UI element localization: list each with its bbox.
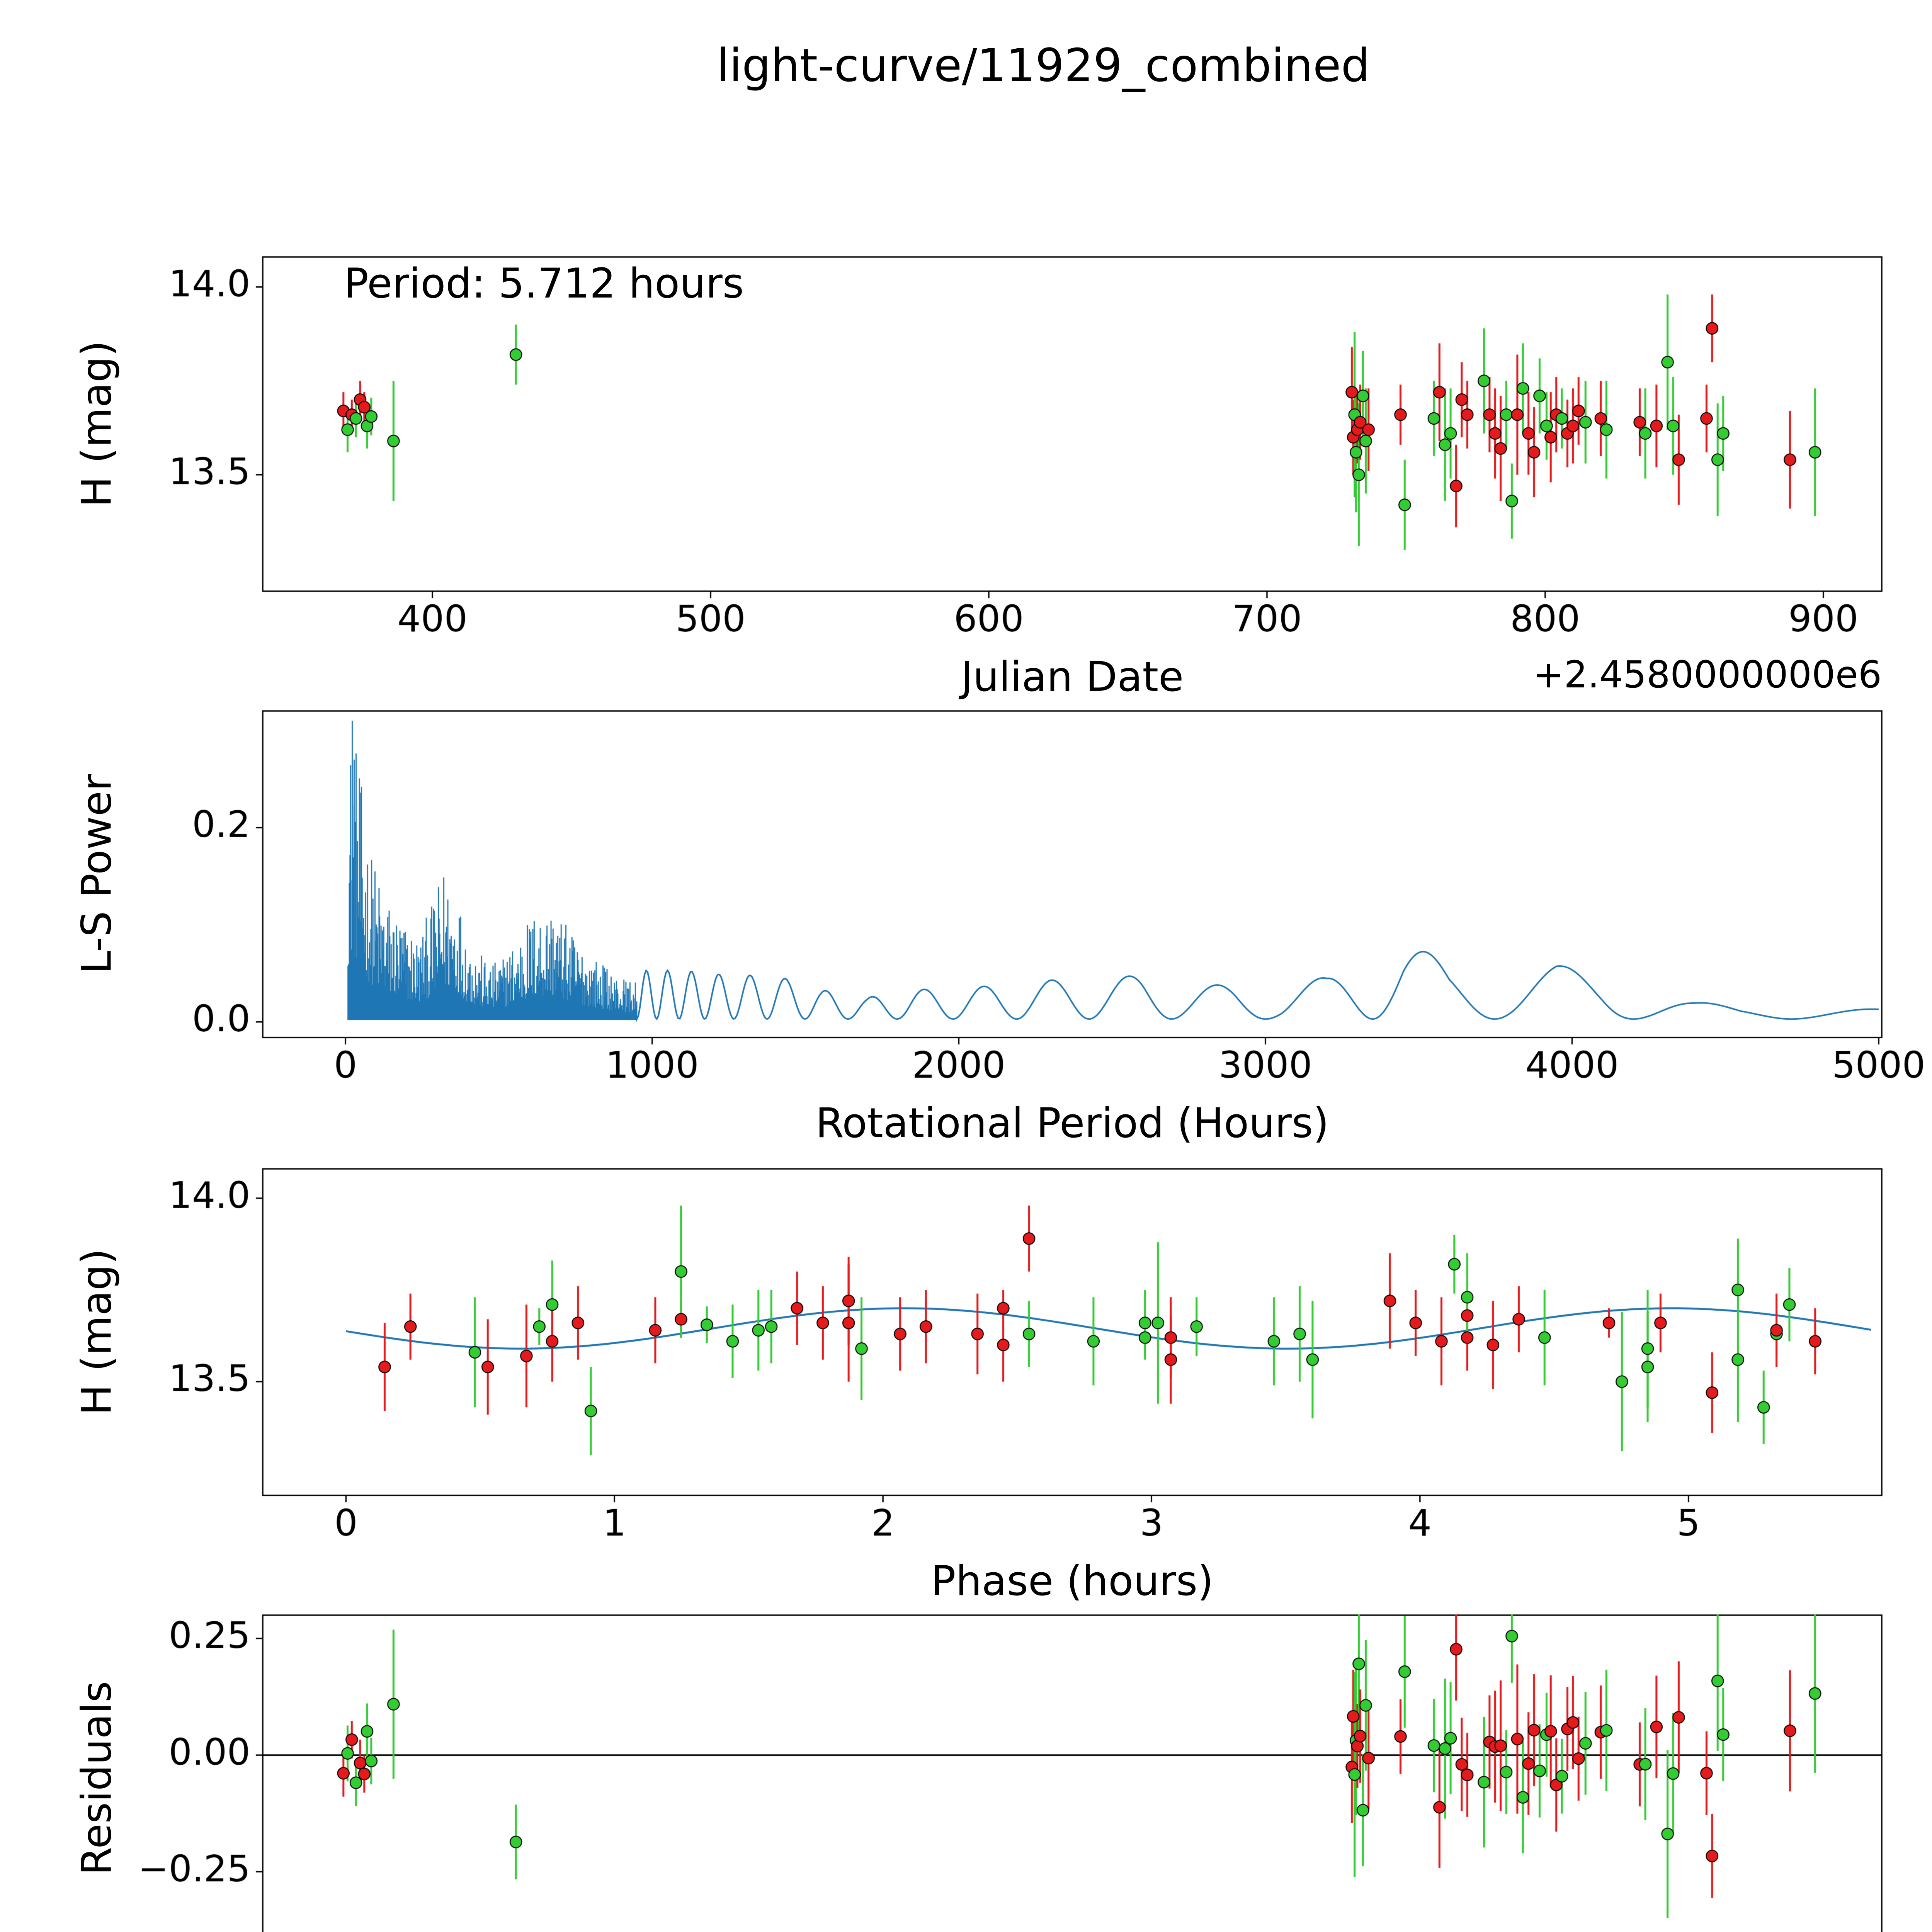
period-annotation: Period: 5.712 hours (344, 260, 744, 307)
figure-title: light-curve/11929_combined (716, 39, 1370, 92)
xlabel-rotational-period: Rotational Period (Hours) (815, 1099, 1329, 1147)
x-offset-text-top: +2.4580000000e6 (1533, 653, 1882, 696)
xlabel-phase: Phase (hours) (931, 1557, 1214, 1605)
ylabel-residuals: Residuals (73, 1681, 121, 1876)
ylabel-h-mag-phase: H (mag) (73, 1248, 121, 1415)
ylabel-ls-power: L-S Power (73, 774, 121, 974)
ylabel-h-mag-top: H (mag) (73, 340, 121, 507)
xlabel-julian-date-top: Julian Date (961, 653, 1184, 701)
